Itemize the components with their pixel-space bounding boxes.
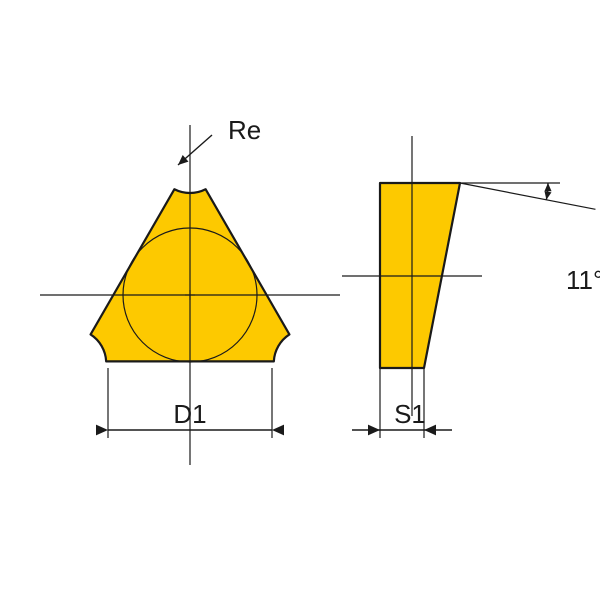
label-s1: S1: [394, 399, 426, 429]
label-re: Re: [228, 115, 261, 145]
label-d1: D1: [173, 399, 206, 429]
label-angle: 11°: [566, 265, 600, 295]
